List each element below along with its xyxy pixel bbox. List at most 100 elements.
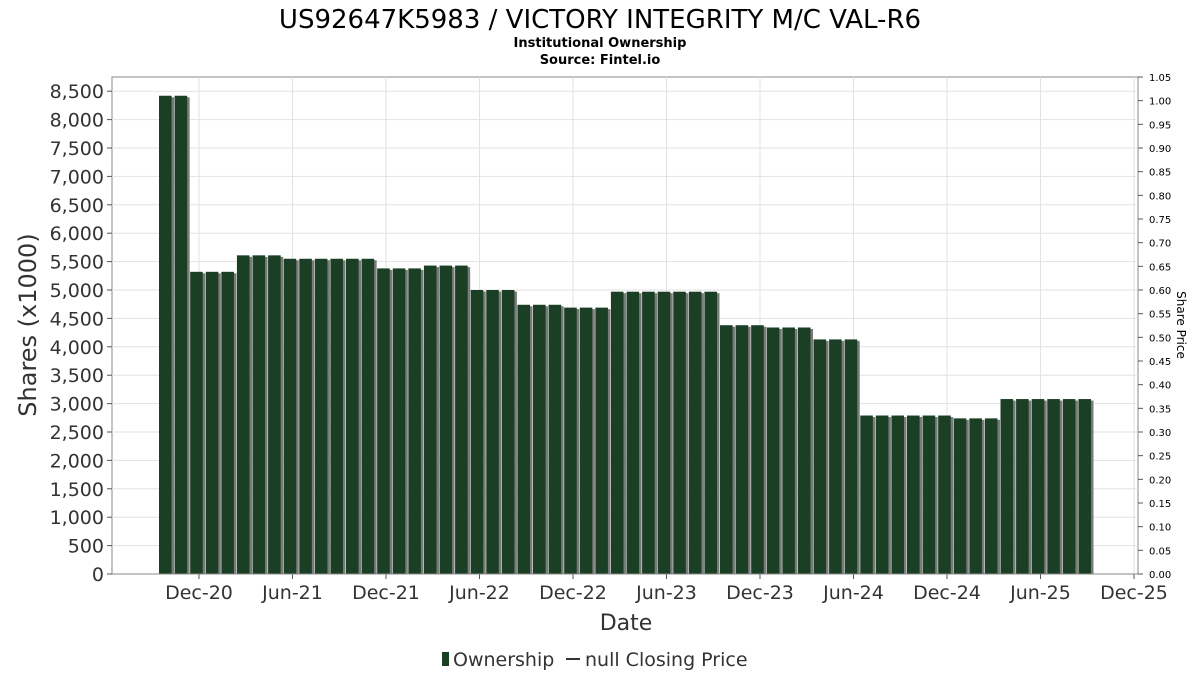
- y-tick-label: 7,500: [50, 138, 104, 160]
- ownership-bar: [564, 307, 577, 574]
- y-tick-label: 0: [92, 564, 104, 586]
- x-tick-label: Jun-25: [1009, 582, 1071, 604]
- ownership-bar: [455, 265, 468, 574]
- y2-tick-label: 0.35: [1149, 404, 1171, 415]
- ownership-bar: [704, 291, 717, 574]
- y2-tick-label: 0.80: [1149, 191, 1171, 202]
- ownership-bar: [423, 265, 437, 574]
- ownership-bar: [283, 258, 297, 574]
- ownership-bar: [377, 268, 390, 574]
- ownership-bar: [984, 418, 998, 574]
- ownership-bar: [268, 255, 281, 575]
- x-tick-label: Jun-21: [261, 582, 323, 604]
- y2-tick-label: 0.90: [1149, 144, 1171, 155]
- x-axis-label: Date: [600, 611, 653, 636]
- x-tick-label: Jun-24: [822, 582, 884, 604]
- y2-tick-label: 0.65: [1149, 262, 1171, 273]
- ownership-bar: [735, 325, 749, 574]
- x-axis: Dec-20 Jun-21 Dec-21 Jun-22 Dec-22 Jun-23 Dec-…: [112, 573, 1168, 604]
- ownership-bar: [205, 271, 219, 574]
- y2-tick-label: 0.10: [1149, 523, 1171, 534]
- chart-subtitle-source: Source: Fintel.io: [540, 53, 661, 68]
- ownership-bar: [1000, 399, 1014, 574]
- legend-ownership-label: Ownership: [453, 649, 554, 671]
- y2-tick-label: 0.95: [1149, 120, 1171, 131]
- y-tick-label: 8,000: [50, 110, 104, 132]
- x-tick-label: Jun-22: [448, 582, 510, 604]
- ownership-bar: [953, 418, 967, 574]
- y2-tick-label: 1.00: [1149, 97, 1171, 108]
- chart-subtitle-ownership: Institutional Ownership: [514, 36, 687, 51]
- y2-tick-label: 0.30: [1149, 428, 1171, 439]
- ownership-bar: [797, 327, 811, 574]
- ownership-bar: [751, 325, 764, 574]
- ownership-bar: [626, 291, 640, 574]
- ownership-bar: [392, 268, 406, 574]
- ownership-bar: [657, 291, 671, 574]
- ownership-bar: [969, 418, 982, 574]
- ownership-bar: [891, 415, 904, 574]
- ownership-bar: [720, 325, 733, 574]
- legend-ownership-swatch: [442, 652, 449, 666]
- ownership-bar: [501, 290, 515, 574]
- x-tick-label: Dec-23: [726, 582, 794, 604]
- y-tick-label: 8,500: [50, 81, 104, 103]
- ownership-bars: [159, 95, 1094, 575]
- y-tick-label: 7,000: [50, 166, 104, 188]
- ownership-bar: [548, 304, 562, 574]
- ownership-bar: [610, 291, 624, 574]
- y-tick-label: 2,000: [50, 450, 104, 472]
- y-tick-label: 500: [68, 536, 104, 558]
- ownership-bar: [299, 258, 312, 574]
- ownership-bar: [766, 327, 780, 574]
- legend-price-label: null Closing Price: [585, 649, 748, 671]
- y-tick-label: 2,500: [50, 422, 104, 444]
- y2-tick-label: 0.55: [1149, 310, 1171, 321]
- y-tick-label: 5,500: [50, 252, 104, 274]
- ownership-bar: [361, 258, 375, 574]
- ownership-bar: [1078, 399, 1091, 574]
- ownership-bar: [533, 304, 546, 574]
- ownership-bar: [595, 307, 608, 574]
- ownership-bar: [252, 255, 266, 575]
- ownership-bar: [470, 290, 484, 574]
- ownership-bar: [875, 415, 889, 574]
- y2-tick-label: 0.05: [1149, 546, 1171, 557]
- ownership-bar: [439, 265, 453, 574]
- x-tick-label: Dec-24: [913, 582, 981, 604]
- y-tick-label: 6,500: [50, 195, 104, 217]
- x-tick-label: Dec-20: [165, 582, 233, 604]
- ownership-bar: [642, 291, 655, 574]
- legend: Ownership null Closing Price: [442, 649, 748, 671]
- y2-tick-label: 1.05: [1149, 73, 1171, 84]
- ownership-bar: [1016, 399, 1029, 574]
- ownership-bar: [938, 415, 951, 574]
- ownership-bar: [579, 307, 593, 574]
- y2-tick-label: 0.75: [1149, 215, 1171, 226]
- y2-tick-label: 0.45: [1149, 357, 1171, 368]
- ownership-bar: [922, 415, 936, 574]
- y-tick-label: 4,000: [50, 337, 104, 359]
- y-axis: 0 500 1,000 1,500 2,000 2,500 3,000 3,500 4,000 4…: [50, 81, 112, 586]
- ownership-bar: [314, 258, 328, 574]
- ownership-bar: [1062, 399, 1076, 574]
- y-tick-label: 5,000: [50, 280, 104, 302]
- y2-tick-label: 0.50: [1149, 333, 1171, 344]
- ownership-bar: [517, 304, 530, 574]
- ownership-bar: [221, 271, 234, 574]
- x-tick-label: Dec-21: [352, 582, 420, 604]
- ownership-bar: [688, 291, 702, 574]
- y-tick-label: 1,500: [50, 479, 104, 501]
- ownership-bar: [860, 415, 873, 574]
- y-tick-label: 6,000: [50, 223, 104, 245]
- ownership-bar: [673, 291, 686, 574]
- y-tick-label: 3,500: [50, 365, 104, 387]
- ownership-bar: [829, 339, 842, 574]
- y2-tick-label: 0.15: [1149, 499, 1171, 510]
- y2-tick-label: 0.60: [1149, 286, 1171, 297]
- ownership-bar: [486, 290, 499, 574]
- y-tick-label: 4,500: [50, 308, 104, 330]
- y2-tick-label: 0.85: [1149, 168, 1171, 179]
- ownership-bar: [907, 415, 920, 574]
